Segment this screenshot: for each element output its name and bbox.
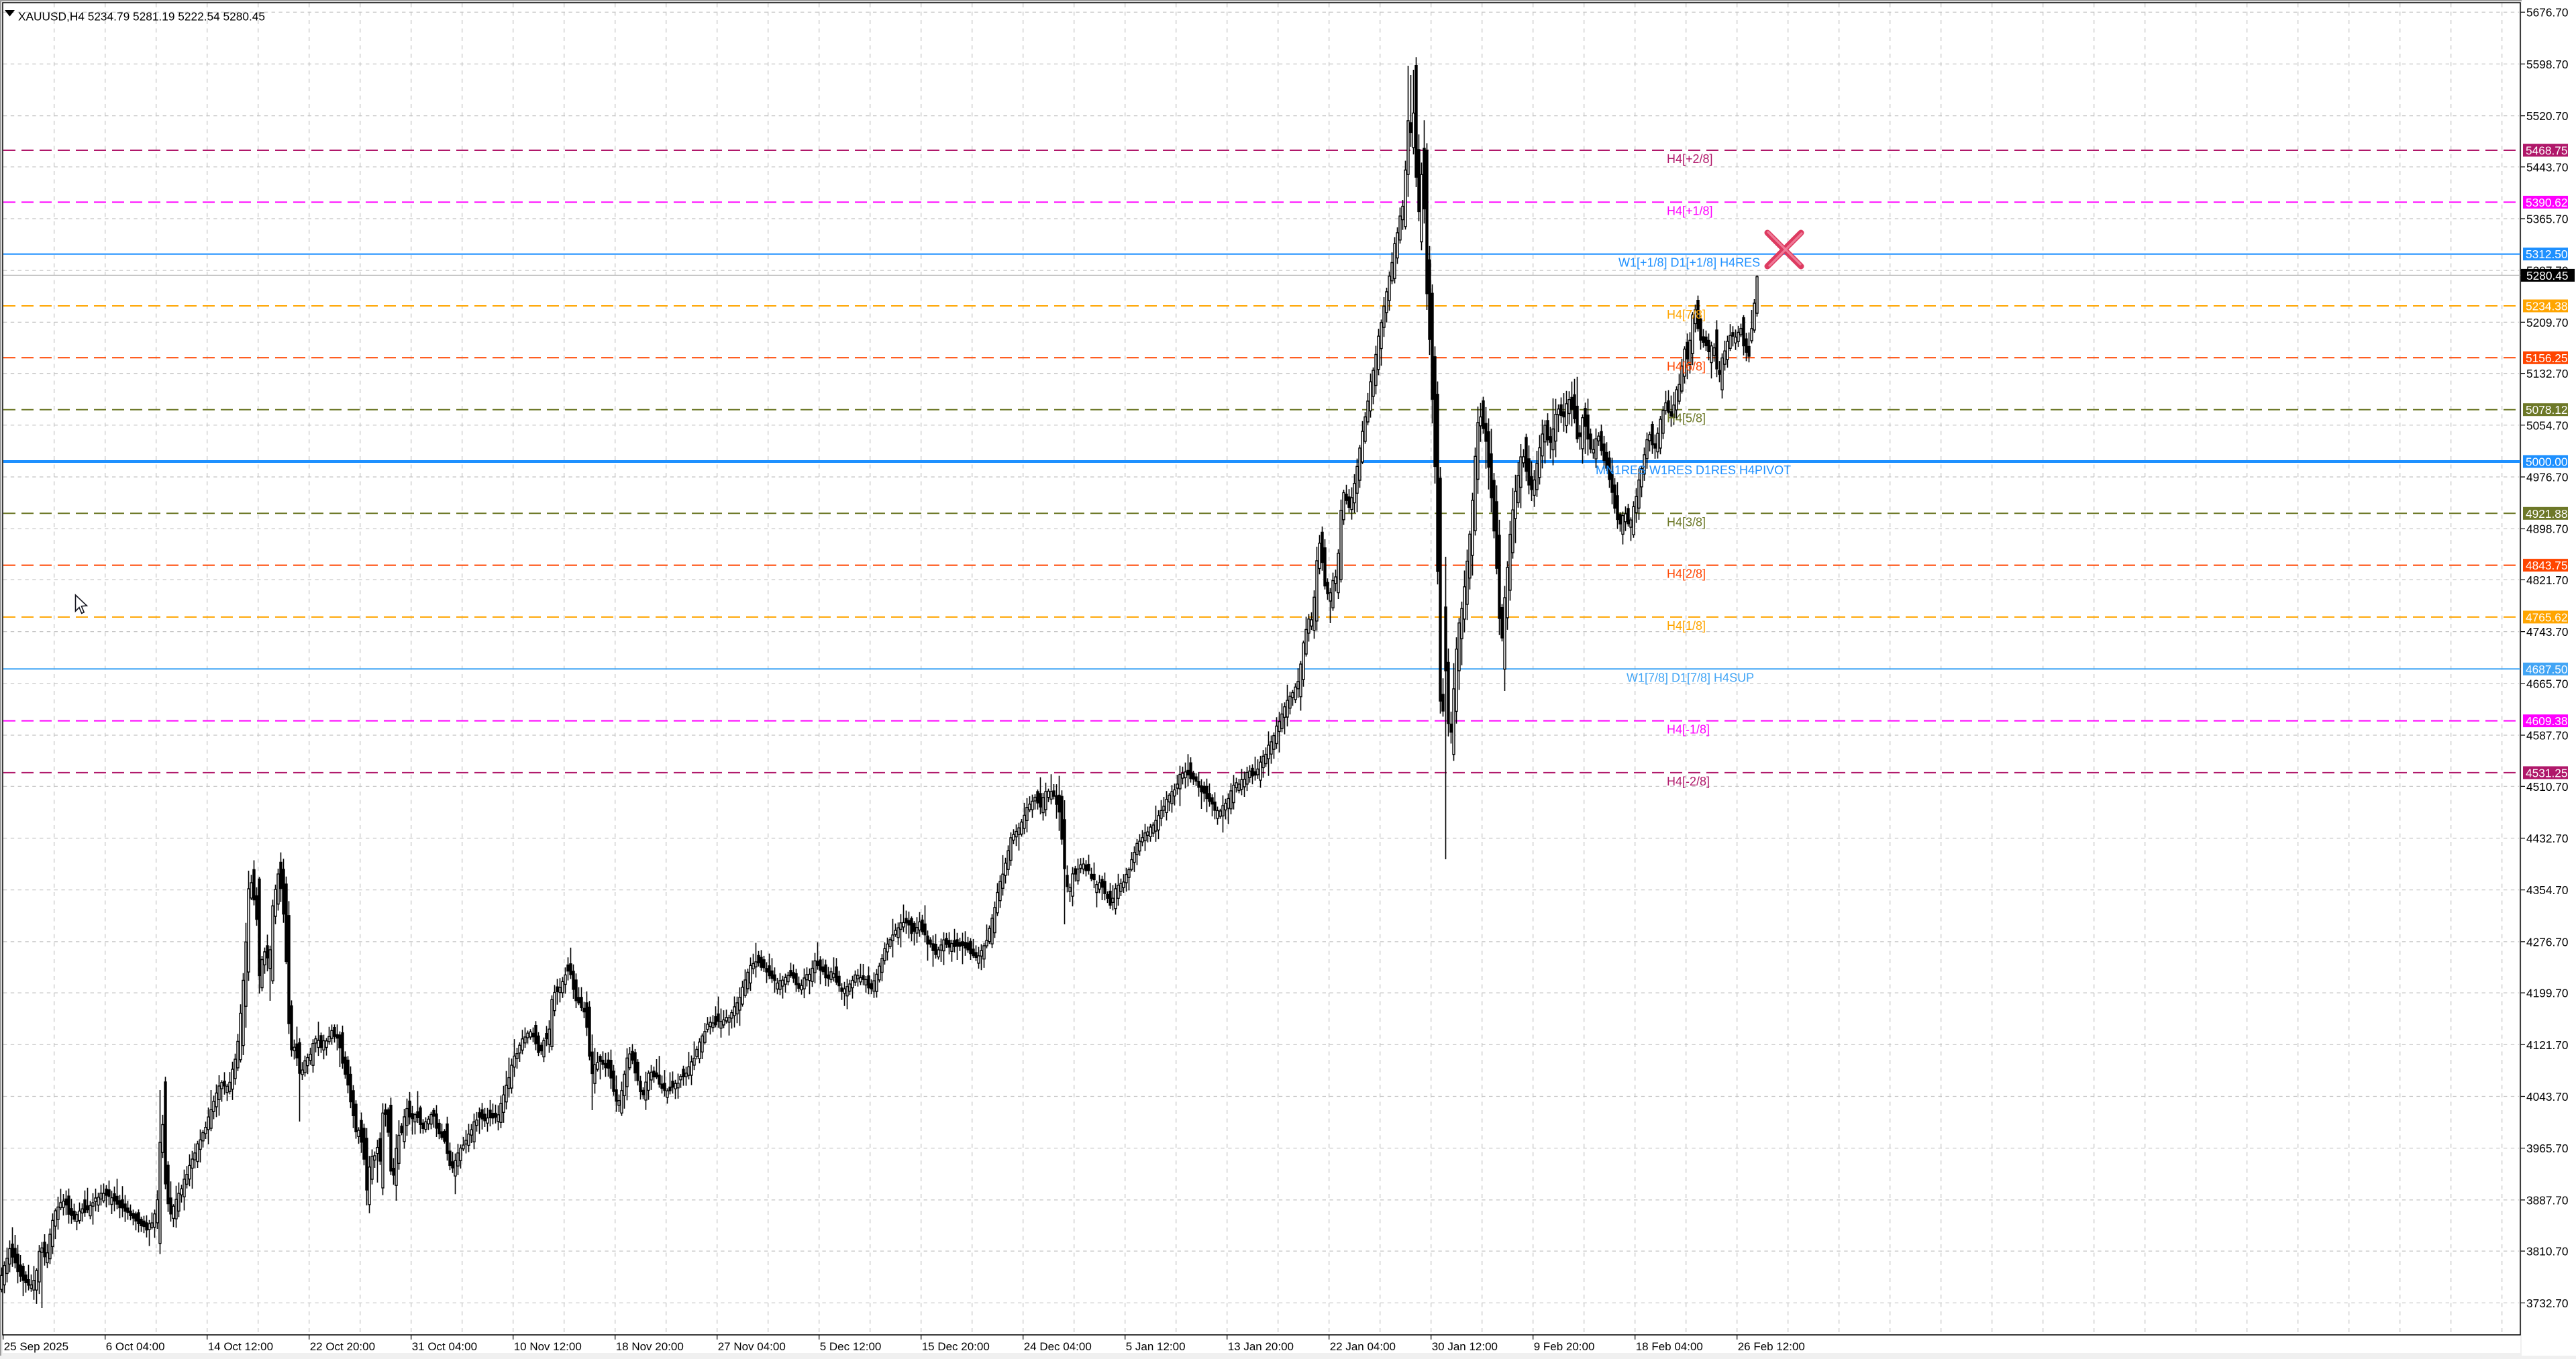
svg-text:3887.70: 3887.70 [2526, 1193, 2568, 1207]
svg-text:XAUUSD,H4 5234.79 5281.19 522: XAUUSD,H4 5234.79 5281.19 5222.54 5280.4… [18, 10, 265, 23]
svg-text:5390.62: 5390.62 [2526, 196, 2567, 209]
svg-text:27 Nov 04:00: 27 Nov 04:00 [718, 1340, 786, 1353]
svg-text:9 Feb 20:00: 9 Feb 20:00 [1534, 1340, 1595, 1353]
svg-text:H4[5/8]: H4[5/8] [1667, 412, 1706, 425]
svg-text:5280.45: 5280.45 [2526, 269, 2568, 282]
svg-text:4898.70: 4898.70 [2526, 523, 2568, 536]
svg-text:26 Feb 12:00: 26 Feb 12:00 [1738, 1340, 1805, 1353]
svg-text:4687.50: 4687.50 [2526, 663, 2567, 676]
svg-text:22 Jan 04:00: 22 Jan 04:00 [1330, 1340, 1396, 1353]
svg-text:5 Jan 12:00: 5 Jan 12:00 [1126, 1340, 1186, 1353]
svg-text:5078.12: 5078.12 [2526, 403, 2567, 417]
svg-text:22 Oct 20:00: 22 Oct 20:00 [310, 1340, 375, 1353]
svg-text:4921.88: 4921.88 [2526, 507, 2567, 521]
svg-text:5468.75: 5468.75 [2526, 144, 2567, 158]
svg-text:14 Oct 12:00: 14 Oct 12:00 [208, 1340, 273, 1353]
svg-text:4587.70: 4587.70 [2526, 729, 2568, 743]
svg-text:4821.70: 4821.70 [2526, 574, 2568, 587]
svg-text:W1[+1/8] D1[+1/8] H4RES: W1[+1/8] D1[+1/8] H4RES [1618, 256, 1760, 270]
svg-text:5054.70: 5054.70 [2526, 419, 2568, 432]
svg-text:6 Oct 04:00: 6 Oct 04:00 [106, 1340, 165, 1353]
svg-text:18 Nov 20:00: 18 Nov 20:00 [616, 1340, 684, 1353]
svg-text:25 Sep 2025: 25 Sep 2025 [4, 1340, 68, 1353]
svg-text:4765.62: 4765.62 [2526, 610, 2567, 624]
svg-text:5156.25: 5156.25 [2526, 351, 2567, 365]
svg-text:10 Nov 12:00: 10 Nov 12:00 [514, 1340, 582, 1353]
svg-text:H4[1/8]: H4[1/8] [1667, 619, 1706, 633]
svg-text:H4[+2/8]: H4[+2/8] [1667, 152, 1713, 166]
svg-text:4531.25: 4531.25 [2526, 766, 2567, 779]
svg-text:5676.70: 5676.70 [2526, 6, 2568, 19]
svg-text:5365.70: 5365.70 [2526, 213, 2568, 226]
svg-text:4354.70: 4354.70 [2526, 883, 2568, 897]
svg-text:4043.70: 4043.70 [2526, 1090, 2568, 1103]
svg-text:5598.70: 5598.70 [2526, 58, 2568, 71]
svg-text:5 Dec 12:00: 5 Dec 12:00 [820, 1340, 882, 1353]
svg-text:4976.70: 4976.70 [2526, 471, 2568, 484]
svg-text:4276.70: 4276.70 [2526, 935, 2568, 948]
svg-text:4432.70: 4432.70 [2526, 832, 2568, 845]
svg-text:15 Dec 20:00: 15 Dec 20:00 [922, 1340, 990, 1353]
svg-text:5443.70: 5443.70 [2526, 160, 2568, 174]
svg-text:H4[3/8]: H4[3/8] [1667, 515, 1706, 529]
svg-text:4609.38: 4609.38 [2526, 714, 2567, 728]
svg-text:3810.70: 3810.70 [2526, 1245, 2568, 1258]
svg-text:24 Dec 04:00: 24 Dec 04:00 [1024, 1340, 1092, 1353]
svg-text:4843.75: 4843.75 [2526, 559, 2567, 572]
svg-text:H4[7/8]: H4[7/8] [1667, 308, 1706, 321]
svg-text:5209.70: 5209.70 [2526, 316, 2568, 329]
svg-text:30 Jan 12:00: 30 Jan 12:00 [1432, 1340, 1498, 1353]
svg-text:3732.70: 3732.70 [2526, 1297, 2568, 1310]
svg-text:5520.70: 5520.70 [2526, 109, 2568, 123]
svg-text:4199.70: 4199.70 [2526, 987, 2568, 1000]
svg-text:5132.70: 5132.70 [2526, 367, 2568, 380]
svg-text:4743.70: 4743.70 [2526, 625, 2568, 639]
svg-text:31 Oct 04:00: 31 Oct 04:00 [412, 1340, 477, 1353]
svg-text:4121.70: 4121.70 [2526, 1038, 2568, 1052]
svg-text:H4[-2/8]: H4[-2/8] [1667, 775, 1710, 788]
svg-text:4510.70: 4510.70 [2526, 780, 2568, 794]
svg-text:5234.38: 5234.38 [2526, 300, 2567, 313]
svg-text:5000.00: 5000.00 [2526, 455, 2567, 469]
svg-text:W1[7/8] D1[7/8] H4SUP: W1[7/8] D1[7/8] H4SUP [1627, 671, 1754, 684]
svg-text:H4[+1/8]: H4[+1/8] [1667, 204, 1713, 217]
svg-text:3965.70: 3965.70 [2526, 1142, 2568, 1155]
svg-text:13 Jan 20:00: 13 Jan 20:00 [1228, 1340, 1294, 1353]
svg-text:H4[6/8]: H4[6/8] [1667, 360, 1706, 373]
svg-text:18 Feb 04:00: 18 Feb 04:00 [1636, 1340, 1703, 1353]
svg-text:4665.70: 4665.70 [2526, 677, 2568, 690]
svg-text:MN1RES W1RES D1RES H4PIVOT: MN1RES W1RES D1RES H4PIVOT [1596, 464, 1791, 477]
svg-text:5312.50: 5312.50 [2526, 248, 2567, 261]
svg-text:H4[2/8]: H4[2/8] [1667, 567, 1706, 581]
svg-text:H4[-1/8]: H4[-1/8] [1667, 723, 1710, 737]
